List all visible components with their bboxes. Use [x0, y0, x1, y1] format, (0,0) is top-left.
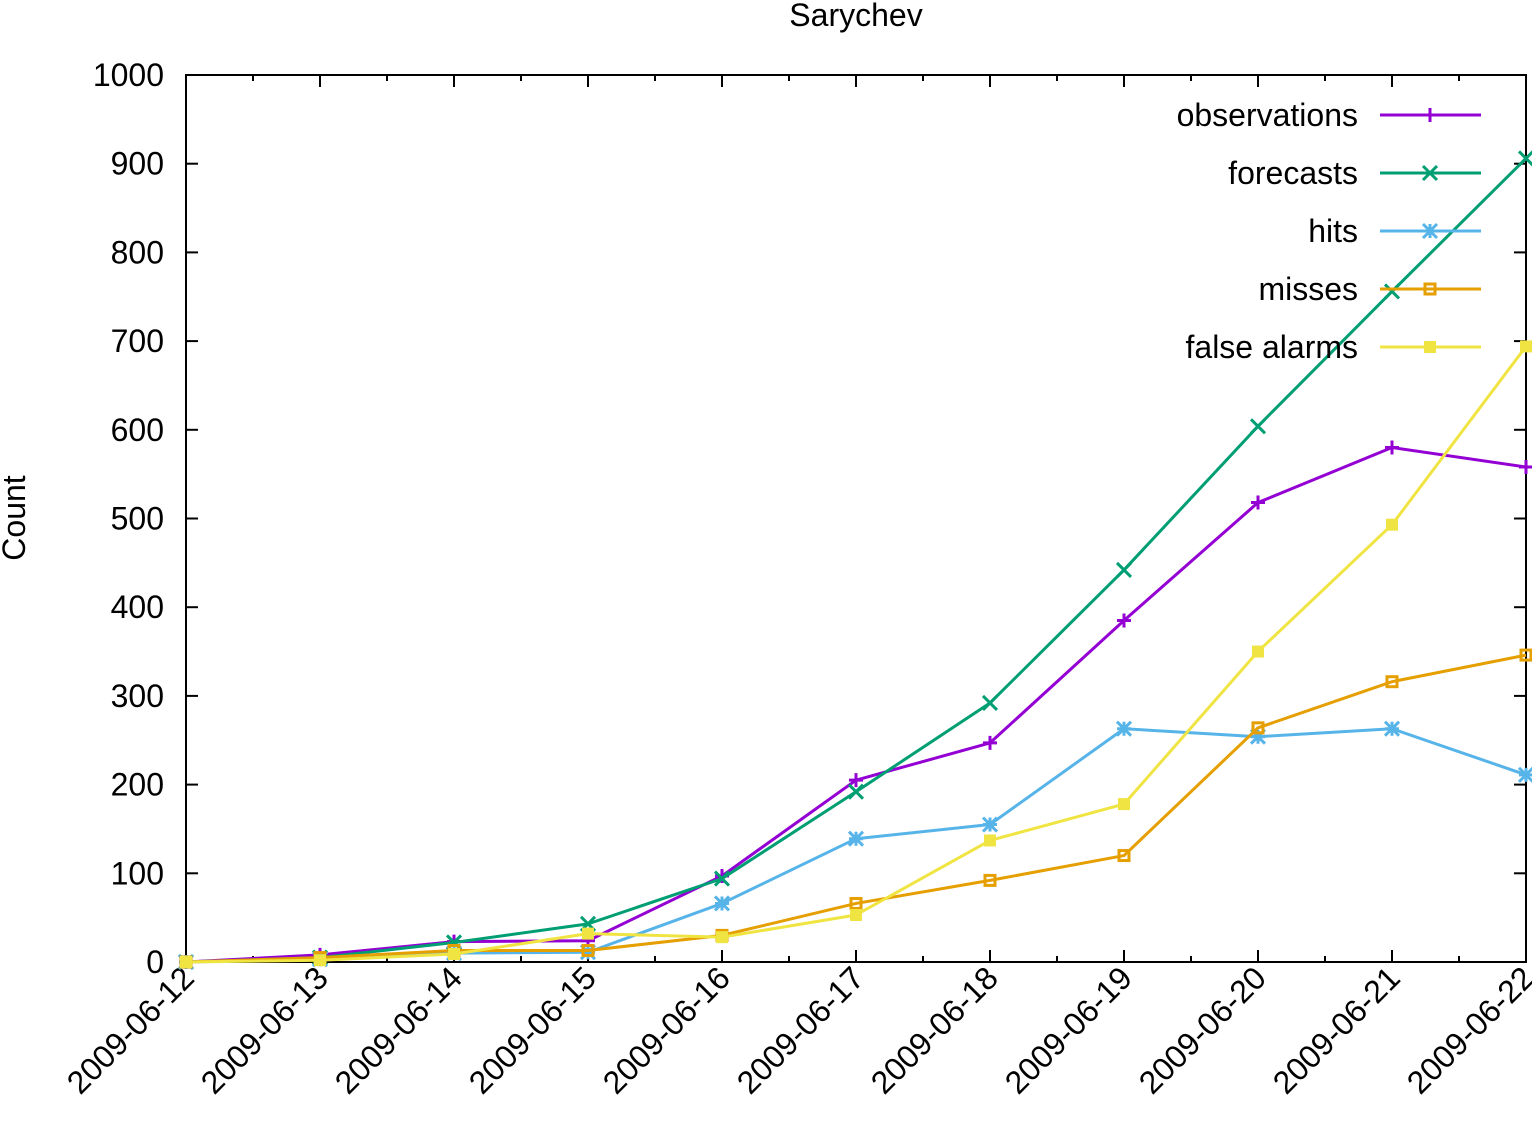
- data-point-hits: [713, 895, 731, 912]
- legend-item-hits: hits: [1308, 213, 1481, 249]
- x-tick-label: 2009-06-22: [1400, 959, 1532, 1100]
- y-tick-label: 700: [111, 323, 164, 359]
- x-tick-label: 2009-06-17: [730, 959, 871, 1100]
- y-tick-label: 200: [111, 767, 164, 803]
- x-tick-label: 2009-06-20: [1132, 959, 1273, 1100]
- data-point-forecasts: [981, 694, 999, 712]
- data-point-false-alarms: [850, 908, 862, 921]
- data-point-misses: [1117, 849, 1131, 863]
- data-point-observations: [849, 773, 863, 788]
- data-point-hits: [1115, 720, 1133, 737]
- data-point-false-alarms: [180, 956, 192, 968]
- data-point-misses: [1251, 721, 1265, 735]
- data-point-false-alarms: [984, 834, 996, 847]
- series-forecasts: [177, 150, 1532, 971]
- legend-marker: [1423, 108, 1437, 122]
- y-tick-label: 1000: [93, 57, 164, 93]
- legend-item-observations: observations: [1177, 97, 1481, 133]
- series-hits: [177, 720, 1532, 971]
- data-point-hits: [1517, 766, 1532, 783]
- legend-marker: [1421, 222, 1439, 240]
- y-axis-label: Count: [0, 475, 32, 561]
- legend-item-false-alarms: false alarms: [1186, 329, 1481, 365]
- data-point-false-alarms: [1520, 340, 1532, 353]
- legend-marker: [1424, 341, 1436, 353]
- legend-label: observations: [1177, 97, 1358, 133]
- legend-label: false alarms: [1186, 329, 1359, 365]
- x-tick-label: 2009-06-18: [864, 959, 1005, 1100]
- legend-label: hits: [1308, 213, 1358, 249]
- data-point-forecasts: [713, 870, 731, 887]
- data-point-hits: [579, 944, 597, 961]
- data-point-observations: [1519, 460, 1532, 475]
- y-tick-label: 300: [111, 678, 164, 714]
- data-point-false-alarms: [448, 948, 460, 961]
- data-point-observations: [1385, 440, 1399, 455]
- data-point-forecasts: [1115, 561, 1133, 579]
- data-point-forecasts: [847, 783, 865, 800]
- legend-item-forecasts: forecasts: [1228, 155, 1481, 191]
- data-point-false-alarms: [1118, 798, 1130, 811]
- data-point-misses: [581, 943, 595, 957]
- data-point-misses: [983, 873, 997, 887]
- x-tick-label: 2009-06-12: [60, 959, 201, 1100]
- data-point-misses: [1385, 675, 1399, 689]
- data-point-hits: [1249, 728, 1267, 745]
- x-tick-label: 2009-06-13: [194, 959, 335, 1100]
- y-tick-label: 0: [146, 944, 164, 980]
- legend-item-misses: misses: [1258, 271, 1481, 307]
- data-point-forecasts: [1517, 150, 1532, 167]
- data-point-hits: [981, 816, 999, 833]
- y-tick-label: 800: [111, 234, 164, 270]
- y-tick-label: 400: [111, 589, 164, 625]
- series-line-misses: [185, 653, 1527, 964]
- data-point-hits: [1383, 720, 1401, 737]
- x-tick-label: 2009-06-21: [1266, 959, 1407, 1100]
- legend-label: misses: [1258, 271, 1358, 307]
- data-point-false-alarms: [314, 954, 326, 967]
- legend-marker: [1421, 164, 1439, 182]
- series-false-alarms: [180, 340, 1532, 968]
- data-point-false-alarms: [1386, 518, 1398, 531]
- data-point-false-alarms: [1252, 645, 1264, 658]
- series-layer: [177, 150, 1532, 971]
- y-tick-label: 900: [111, 146, 164, 182]
- data-point-misses: [1519, 648, 1532, 662]
- legend-marker: [1423, 282, 1437, 296]
- y-tick-label: 600: [111, 412, 164, 448]
- data-point-misses: [849, 896, 863, 910]
- legend-label: forecasts: [1228, 155, 1358, 191]
- data-point-forecasts: [1383, 283, 1401, 300]
- data-point-observations: [1251, 495, 1265, 510]
- x-tick-label: 2009-06-19: [998, 959, 1139, 1100]
- x-tick-label: 2009-06-15: [462, 959, 603, 1100]
- chart-title: Sarychev: [789, 0, 922, 33]
- y-tick-label: 500: [111, 501, 164, 537]
- x-tick-label: 2009-06-16: [596, 959, 737, 1100]
- y-tick-label: 100: [111, 855, 164, 891]
- x-tick-label: 2009-06-14: [328, 959, 469, 1100]
- legend: observations forecasts hits misses false ala…: [1177, 97, 1481, 365]
- data-point-false-alarms: [582, 927, 594, 940]
- data-point-observations: [983, 735, 997, 750]
- series-line-false-alarms: [185, 345, 1528, 964]
- plot-border: [185, 74, 1527, 963]
- data-point-false-alarms: [716, 931, 728, 944]
- data-point-hits: [847, 830, 865, 847]
- data-point-forecasts: [1249, 418, 1267, 435]
- data-point-observations: [1117, 613, 1131, 628]
